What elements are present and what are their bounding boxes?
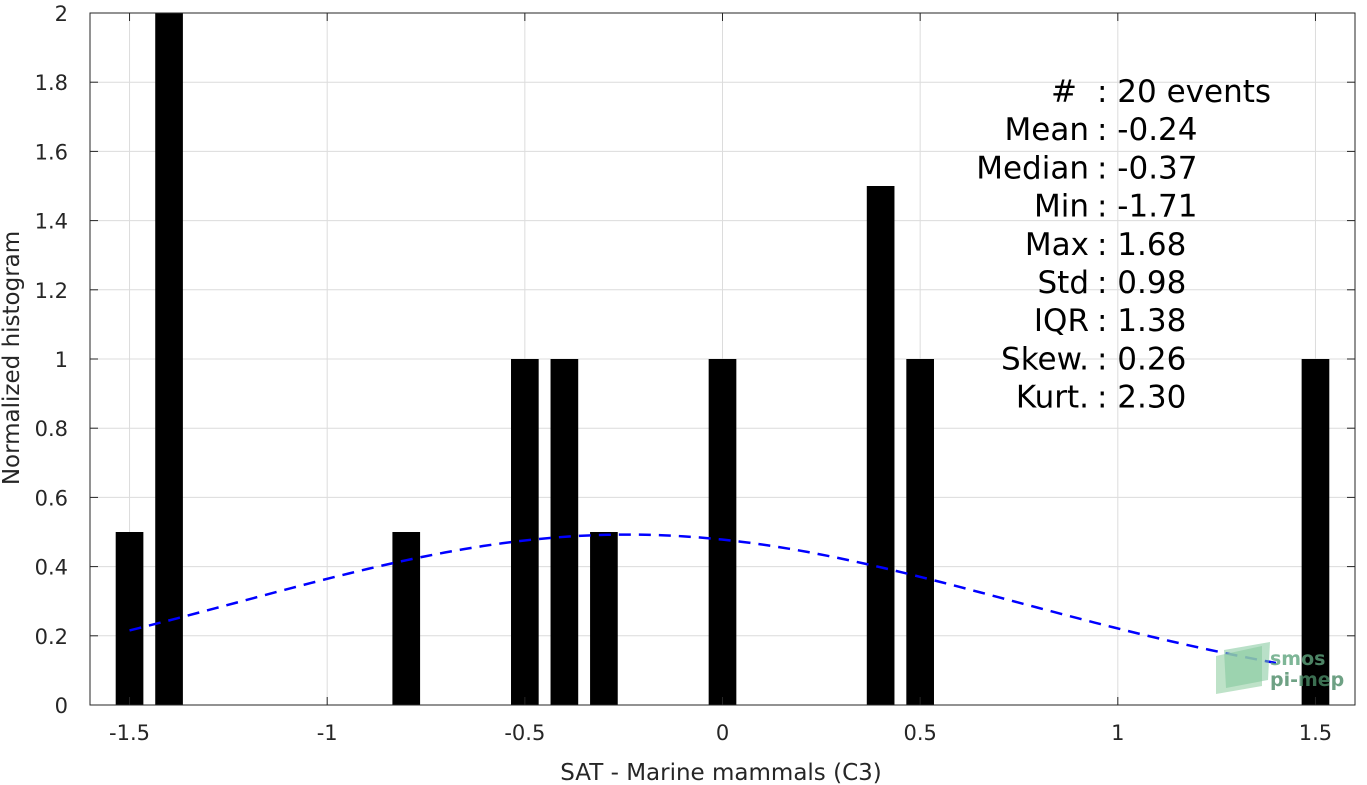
histogram-bar (708, 359, 737, 705)
histogram-bar (115, 532, 144, 705)
stat-label: Kurt. (1016, 380, 1089, 416)
stat-label: Max (1025, 227, 1089, 263)
stat-value: : 0.98 (1097, 265, 1186, 301)
y-tick-label: 1.6 (35, 140, 68, 164)
histogram-bars (115, 13, 1330, 705)
y-tick-label: 0.4 (35, 556, 68, 580)
y-axis-ticks: 0 0.2 0.4 0.6 0.8 1 1.2 1.4 1.6 1.8 2 (35, 2, 1355, 718)
x-axis-ticks: -1.5 -1 -0.5 0 0.5 1 1.5 (109, 13, 1332, 745)
histogram-bar (906, 359, 934, 705)
stat-value: : 1.68 (1097, 227, 1186, 263)
y-tick-label: 1.4 (35, 210, 68, 234)
stat-value: : 2.30 (1097, 380, 1186, 416)
histogram-bar (866, 186, 895, 705)
x-tick-label: -1.5 (109, 721, 150, 745)
stat-label: Std (1037, 265, 1089, 301)
x-tick-label: 0.5 (903, 721, 936, 745)
stat-value: : 20 events (1097, 74, 1271, 110)
normal-fit-curve (129, 533, 1277, 665)
y-axis-label: Normalized histogram (0, 231, 25, 485)
histogram-bar (511, 359, 539, 705)
histogram-bar (550, 359, 579, 705)
stat-value: : -0.37 (1097, 150, 1198, 186)
stat-value: : -1.71 (1097, 189, 1198, 225)
stat-label: IQR (1034, 303, 1089, 339)
y-tick-label: 0.6 (35, 486, 68, 510)
logo-text-pimep: pi-mep (1270, 669, 1344, 691)
y-tick-label: 0.8 (35, 417, 68, 441)
y-tick-label: 0 (55, 694, 68, 718)
stat-label: Median (976, 150, 1089, 186)
stat-label: Mean (1005, 112, 1089, 148)
x-tick-label: 1.5 (1299, 721, 1332, 745)
x-tick-label: -0.5 (504, 721, 545, 745)
smos-pimep-logo: smos pi-mep (1216, 642, 1344, 694)
y-tick-label: 2 (55, 2, 68, 26)
x-tick-label: 1 (1111, 721, 1124, 745)
histogram-bar (590, 532, 618, 705)
stat-label: Skew. (1001, 341, 1089, 377)
y-tick-label: 0.2 (35, 625, 68, 649)
histogram-bar (155, 13, 183, 705)
y-tick-label: 1.8 (35, 71, 68, 95)
x-tick-label: -1 (317, 721, 338, 745)
y-tick-label: 1 (55, 348, 68, 372)
x-tick-label: 0 (716, 721, 729, 745)
stat-label: # (1051, 74, 1077, 110)
histogram-bar (392, 532, 421, 705)
stat-value: : 0.26 (1097, 341, 1186, 377)
x-axis-label: SAT - Marine mammals (C3) (560, 760, 882, 785)
stat-label: Min (1034, 189, 1089, 225)
logo-text-smos: smos (1270, 648, 1325, 670)
histogram-bar (1301, 359, 1330, 705)
y-tick-label: 1.2 (35, 279, 68, 303)
stat-value: : -0.24 (1097, 112, 1198, 148)
stat-value: : 1.38 (1097, 303, 1186, 339)
